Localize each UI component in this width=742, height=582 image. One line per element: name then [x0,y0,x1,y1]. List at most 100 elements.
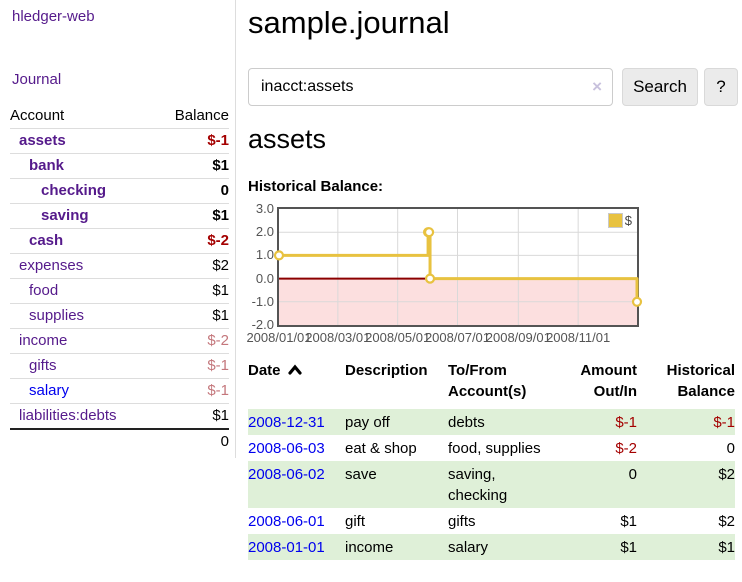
y-tick-label: -2.0 [251,317,274,332]
clear-search-icon[interactable]: × [592,77,602,96]
register-row: 2008-01-01 income salary $1 $1 [248,534,735,560]
account-link[interactable]: income [19,332,68,349]
account-link[interactable]: supplies [29,307,85,324]
account-row: saving $1 [10,203,229,229]
account-row: income $-2 [10,328,229,354]
register-row: 2008-06-02 save saving, checking 0 $2 [248,461,735,508]
sort-asc-icon [287,364,302,375]
page-title: sample.journal [248,5,450,40]
register-accounts: saving, checking [448,466,508,504]
account-row: checking 0 [10,178,229,204]
account-link[interactable]: expenses [19,257,84,274]
y-tick-label: 2.0 [255,224,274,240]
register-row: 2008-12-31 pay off debts $-1 $-1 [248,409,735,435]
balance-col-header: Balance [174,107,229,124]
register-balance: $2 [718,466,735,483]
account-link[interactable]: food [29,282,59,299]
register-date-link[interactable]: 2008-06-02 [248,466,325,483]
chart-plot-area[interactable]: $ [273,207,643,327]
y-tick-label: -1.0 [251,293,274,309]
account-row: food $1 [10,278,229,304]
register-balance: 0 [726,440,735,457]
account-link[interactable]: assets [19,132,66,149]
register-col-description: Description [345,362,428,379]
x-tick-label: 2008/07/01 [424,330,491,345]
balance-chart: 3.0 2.0 1.0 0.0 -1.0 -2.0 $ 2008/01/01 2008/03… [246,200,738,350]
legend-label: $ [624,213,632,228]
brand-link[interactable]: hledger-web [12,8,95,25]
x-tick-label: 2008/05/01 [365,330,431,345]
register-date-link[interactable]: 2008-01-01 [248,539,325,556]
register-description: pay off [345,414,390,431]
accounts-body: assets $-1 bank $1 checking 0 saving $1 cash $-2 e… [10,128,229,430]
y-tick-label: 0.0 [255,270,274,286]
account-balance: $-1 [207,357,229,374]
search-help-button[interactable]: ? [704,68,738,106]
register-date-link[interactable]: 2008-12-31 [248,414,325,431]
register-body: 2008-12-31 pay off debts $-1 $-1 2008-06-03 ea… [248,409,735,560]
account-link[interactable]: checking [41,182,107,199]
account-link[interactable]: liabilities:debts [19,407,117,424]
register-description: gift [345,513,366,530]
register-amount: 0 [628,466,637,483]
account-balance: $1 [212,407,229,424]
register-date-link[interactable]: 2008-06-03 [248,440,325,457]
account-link[interactable]: salary [29,382,70,399]
nav-journal-link[interactable]: Journal [12,71,62,88]
register-accounts: food, supplies [448,440,541,457]
accounts-total-row: 0 [10,429,229,454]
register-amount: $-2 [615,440,637,457]
register-balance: $2 [718,513,735,530]
account-link[interactable]: gifts [29,357,57,374]
register-accounts: debts [448,414,485,431]
chart-title: Historical Balance: [248,178,384,195]
accounts-col-header: Account [10,107,65,124]
register-header-row: Date Description To/From Account(s) Amou… [248,360,735,409]
register-table: Date Description To/From Account(s) Amou… [248,360,735,560]
register-col-date[interactable]: Date [248,360,345,409]
register-amount: $1 [620,539,637,556]
accounts-table: Account Balance assets $-1 bank $1 checking 0… [10,104,229,454]
account-row: expenses $2 [10,253,229,279]
account-balance: $1 [212,307,229,324]
account-balance: $1 [212,207,229,224]
account-row: liabilities:debts $1 [10,403,229,430]
account-row: gifts $-1 [10,353,229,379]
chart-y-labels: 3.0 2.0 1.0 0.0 -1.0 -2.0 [248,200,274,350]
register-accounts: salary [448,539,489,556]
x-tick-label: 2008/03/01 [305,330,371,345]
account-balance: $-2 [207,232,229,249]
x-tick-label: 2008/11/01 [546,330,611,345]
account-balance: $-1 [207,132,229,149]
x-tick-label: 2008/09/01 [485,330,551,345]
account-row: cash $-2 [10,228,229,254]
register-description: save [345,466,377,483]
register-date-link[interactable]: 2008-06-01 [248,513,325,530]
chart-legend: $ [605,212,634,229]
register-description: income [345,539,394,556]
account-link[interactable]: bank [29,157,65,174]
account-row: supplies $1 [10,303,229,329]
y-tick-label: 1.0 [255,247,274,263]
register-accounts: gifts [448,513,476,530]
y-tick-label: 3.0 [255,201,274,216]
register-amount: $-1 [615,414,637,431]
search-button[interactable]: Search [622,68,698,106]
chart-x-labels: 2008/01/01 2008/03/01 2008/05/01 2008/07/01… [246,330,738,346]
register-col-accounts: To/From Account(s) [448,362,527,400]
account-row: salary $-1 [10,378,229,404]
register-row: 2008-06-01 gift gifts $1 $2 [248,508,735,534]
search-input[interactable] [248,68,613,106]
account-balance: $1 [212,157,229,174]
account-balance: $2 [212,257,229,274]
account-row: assets $-1 [10,128,229,154]
accounts-header-row: Account Balance [10,104,229,129]
account-link[interactable]: saving [41,207,89,224]
account-balance: 0 [220,182,229,199]
account-link[interactable]: cash [29,232,64,249]
account-balance: $1 [212,282,229,299]
account-row: bank $1 [10,153,229,179]
register-row: 2008-06-03 eat & shop food, supplies $-2 0 [248,435,735,461]
register-amount: $1 [620,513,637,530]
search-form: × Search ? [248,68,738,106]
